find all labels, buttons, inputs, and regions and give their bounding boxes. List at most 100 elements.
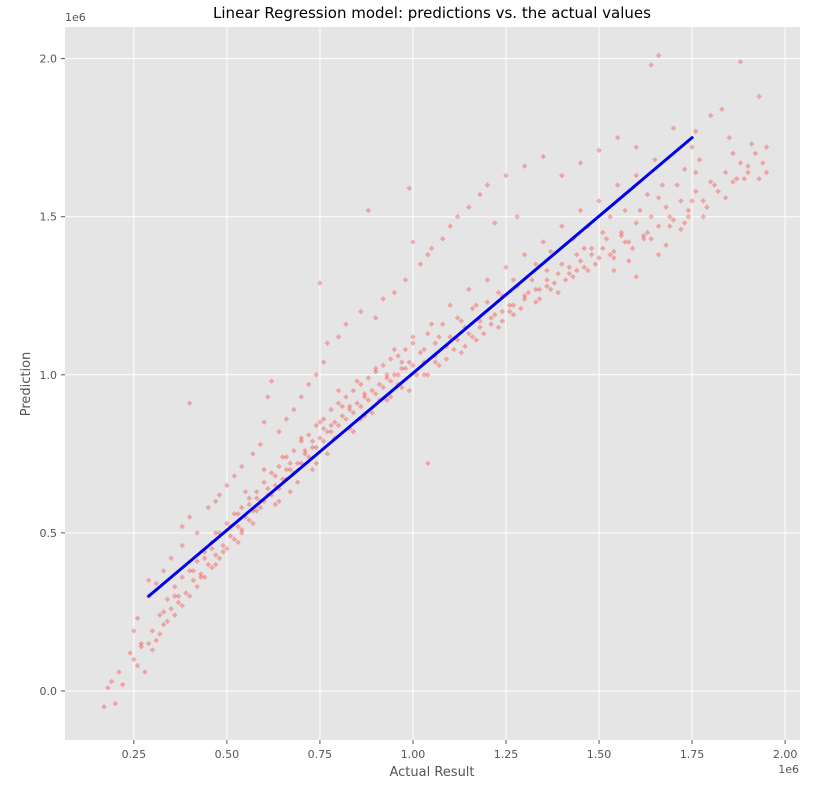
scatter-point	[611, 248, 617, 255]
scatter-point	[298, 435, 305, 441]
scatter-point	[402, 365, 409, 372]
scatter-point	[328, 428, 334, 435]
scatter-point	[320, 438, 327, 445]
scatter-point	[759, 160, 766, 166]
scatter-point	[425, 251, 431, 258]
scatter-point	[380, 296, 386, 302]
scatter-point	[276, 498, 282, 505]
scatter-point	[250, 520, 256, 527]
scatter-point	[194, 583, 200, 590]
scatter-point	[547, 286, 554, 293]
scatter-point	[756, 93, 762, 100]
scatter-point	[477, 191, 483, 198]
scatter-point	[190, 568, 197, 574]
scatter-point	[272, 482, 279, 489]
scatter-point	[358, 403, 364, 410]
scatter-point	[186, 568, 193, 574]
scatter-point	[198, 574, 204, 580]
scatter-point	[633, 172, 640, 179]
scatter-point	[358, 381, 364, 388]
scatter-point	[510, 302, 517, 309]
scatter-point	[231, 536, 238, 543]
scatter-point	[201, 555, 208, 561]
scatter-point	[171, 593, 178, 599]
scatter-point	[458, 349, 465, 356]
scatter-point	[194, 530, 200, 536]
scatter-point	[741, 175, 747, 182]
scatter-point	[395, 372, 401, 378]
scatter-point	[216, 555, 223, 561]
scatter-point	[313, 372, 320, 378]
scatter-point	[179, 523, 186, 530]
scatter-point	[250, 451, 256, 457]
scatter-point	[157, 631, 163, 637]
scatter-point	[179, 602, 186, 609]
scatter-point	[276, 463, 282, 470]
scatter-point	[246, 517, 253, 524]
scatter-point	[265, 485, 271, 492]
scatter-point	[622, 207, 628, 214]
y-tick-label: 0.5	[40, 527, 58, 540]
scatter-point	[119, 681, 126, 688]
scatter-point	[350, 428, 357, 435]
scatter-point	[685, 207, 692, 214]
scatter-point	[506, 302, 513, 309]
scatter-point	[588, 245, 595, 252]
scatter-point	[585, 267, 591, 274]
scatter-point	[332, 419, 338, 426]
scatter-point	[581, 245, 587, 252]
scatter-point	[335, 422, 342, 429]
scatter-point	[488, 315, 494, 321]
scatter-point	[454, 213, 461, 220]
scatter-point	[447, 334, 453, 340]
scatter-point	[261, 466, 267, 473]
scatter-point	[380, 362, 386, 369]
scatter-point	[287, 466, 293, 473]
scatter-point	[458, 318, 465, 324]
scatter-point	[577, 258, 584, 264]
scatter-point	[309, 438, 316, 445]
scatter-point	[525, 289, 532, 296]
scatter-point	[142, 669, 148, 675]
scatter-point	[235, 523, 241, 530]
scatter-point	[532, 299, 539, 305]
scatter-point	[302, 447, 308, 454]
scatter-point	[212, 552, 219, 558]
scatter-point	[372, 315, 379, 321]
scatter-point	[700, 213, 707, 220]
scatter-point	[391, 289, 398, 296]
scatter-point	[257, 441, 264, 448]
scatter-point	[421, 372, 427, 378]
scatter-point	[372, 365, 379, 372]
scatter-point	[227, 533, 234, 539]
scatter-point	[555, 289, 561, 296]
scatter-point	[544, 277, 550, 283]
scatter-point	[451, 346, 457, 353]
scatter-point	[655, 251, 662, 258]
scatter-point	[722, 194, 729, 201]
scatter-point	[577, 160, 584, 166]
scatter-point	[581, 264, 587, 271]
scatter-point	[343, 416, 349, 422]
scatter-point	[398, 359, 405, 365]
scatter-point	[149, 628, 156, 634]
scatter-point	[134, 615, 141, 622]
scatter-point	[101, 704, 107, 710]
scatter-point	[387, 356, 394, 362]
scatter-point	[257, 504, 264, 511]
scatter-point	[294, 479, 301, 486]
scatter-point	[648, 236, 654, 242]
scatter-point	[339, 413, 346, 419]
scatter-point	[737, 160, 744, 166]
scatter-point	[462, 343, 468, 350]
scatter-point	[670, 217, 677, 223]
plot-background	[65, 27, 800, 740]
scatter-point	[201, 549, 208, 555]
scatter-point	[395, 353, 401, 359]
scatter-point	[309, 444, 316, 451]
scatter-point	[235, 539, 241, 546]
scatter-point	[432, 340, 439, 346]
scatter-point	[748, 141, 755, 147]
scatter-point	[484, 299, 491, 305]
